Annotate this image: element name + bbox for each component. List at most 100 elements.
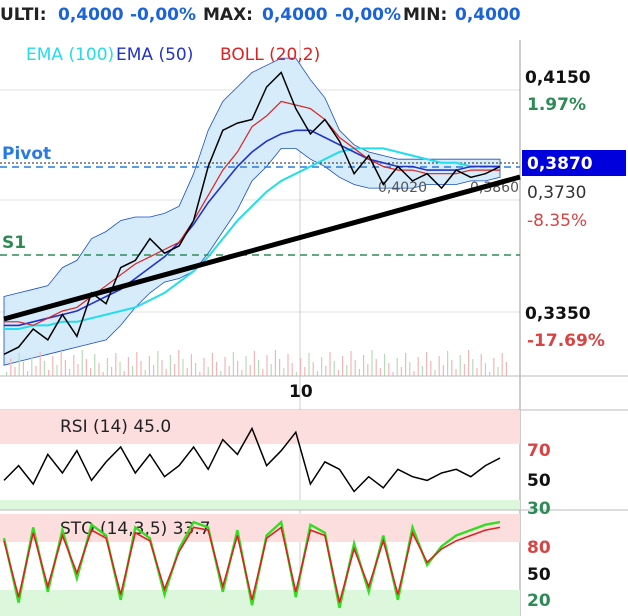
volume-bar [56, 365, 58, 376]
volume-bar [52, 356, 54, 376]
max-value: 0,4000 [262, 5, 328, 25]
volume-bar [174, 364, 176, 376]
volume-bar [111, 367, 113, 376]
sto-level-80: 80 [527, 538, 551, 558]
volume-bars [6, 350, 507, 376]
volume-bar [48, 370, 50, 376]
volume-bar [379, 368, 381, 376]
legend-ema100: EMA (100) [26, 45, 114, 65]
volume-bar [207, 367, 209, 376]
min-value: 0,4000 [455, 5, 521, 25]
volume-bar [94, 354, 96, 376]
boll-series [4, 100, 500, 327]
pct-label-mid: -8.35% [527, 211, 587, 231]
rsi-overbought-zone [0, 410, 520, 444]
volume-bar [363, 355, 365, 376]
volume-bar [27, 371, 29, 376]
volume-bar [287, 354, 289, 376]
volume-bar [190, 354, 192, 376]
volume-bar [123, 371, 125, 376]
pct-label-low: -17.69% [527, 331, 605, 351]
volume-bar [417, 357, 419, 376]
time-tick-label: 10 [289, 382, 313, 402]
volume-bar [115, 353, 117, 376]
volume-bar [270, 364, 272, 376]
volume-bar [228, 366, 230, 376]
volume-bar [413, 371, 415, 376]
volume-bar [90, 368, 92, 376]
volume-bar [136, 352, 138, 376]
volume-bar [266, 355, 268, 376]
volume-bar [169, 355, 171, 376]
rsi-level-30: 30 [527, 499, 551, 519]
main-pane[interactable]: Pivot S1 0,4020 0,3860 EMA (100) EMA (50… [0, 40, 521, 616]
volume-bar [291, 363, 293, 376]
volume-bar [6, 372, 8, 376]
volume-bar [392, 372, 394, 376]
volume-bar [489, 372, 491, 376]
sto-pane[interactable]: STO (14,3,5) 33.7 80 50 20 [0, 514, 551, 616]
volume-bar [165, 369, 167, 376]
volume-bar [354, 360, 356, 376]
volume-bar [350, 351, 352, 376]
volume-bar [451, 360, 453, 376]
volume-bar [308, 353, 310, 376]
volume-bar [144, 370, 146, 376]
last-label: ULTI: [0, 5, 47, 25]
bollinger-band [3, 57, 501, 366]
s1-label: S1 [2, 233, 26, 253]
rsi-pane[interactable]: RSI (14) 45.0 70 50 30 [0, 410, 628, 519]
overlay-value-2: 0,3860 [470, 180, 519, 196]
volume-bar [274, 350, 276, 376]
volume-bar [43, 361, 45, 376]
legend-boll: BOLL (20,2) [220, 45, 320, 65]
volume-bar [421, 366, 423, 376]
volume-bar [237, 361, 239, 376]
volume-bar [325, 366, 327, 376]
volume-bar [18, 353, 20, 376]
current-price-badge [522, 150, 626, 176]
volume-bar [195, 363, 197, 376]
volume-bar [484, 363, 486, 376]
volume-bar [472, 359, 474, 376]
volume-bar [60, 351, 62, 376]
price-axis: 0,4150 1.97% 0,3870 0,3730 -8.35% 0,3350… [522, 68, 626, 351]
volume-bar [39, 352, 41, 376]
sto-d-series [3, 526, 501, 603]
volume-bar [31, 357, 33, 376]
volume-bar [199, 372, 201, 376]
last-change: -0,00% [130, 5, 196, 25]
volume-bar [140, 361, 142, 376]
volume-bar [127, 357, 129, 376]
volume-bar [178, 350, 180, 376]
pct-label-top: 1.97% [527, 95, 586, 115]
volume-bar [245, 356, 247, 376]
volume-bar [497, 367, 499, 376]
current-price-label: 0,3870 [527, 154, 593, 174]
volume-bar [329, 352, 331, 376]
rsi-oversold-zone [0, 500, 520, 510]
volume-bar [249, 365, 251, 376]
pivot-label: Pivot [2, 144, 51, 164]
volume-bar [400, 367, 402, 376]
volume-bar [283, 368, 285, 376]
volume-bar [132, 366, 134, 376]
volume-bar [35, 366, 37, 376]
volume-bar [455, 369, 457, 376]
indicator-legend: EMA (100) EMA (50) BOLL (20,2) [26, 45, 320, 65]
sto-overbought-zone [0, 514, 520, 542]
volume-bar [295, 372, 297, 376]
volume-bar [73, 355, 75, 376]
rsi-series [3, 426, 501, 493]
volume-bar [396, 358, 398, 376]
volume-bar [384, 354, 386, 376]
volume-bar [10, 358, 12, 376]
price-header: ULTI: 0,4000 -0,00% MAX: 0,4000 -0,00% M… [0, 5, 521, 25]
volume-bar [459, 355, 461, 376]
volume-bar [316, 371, 318, 376]
trend-line[interactable] [3, 174, 521, 322]
volume-bar [211, 353, 213, 376]
volume-bar [253, 351, 255, 376]
volume-bar [438, 356, 440, 376]
